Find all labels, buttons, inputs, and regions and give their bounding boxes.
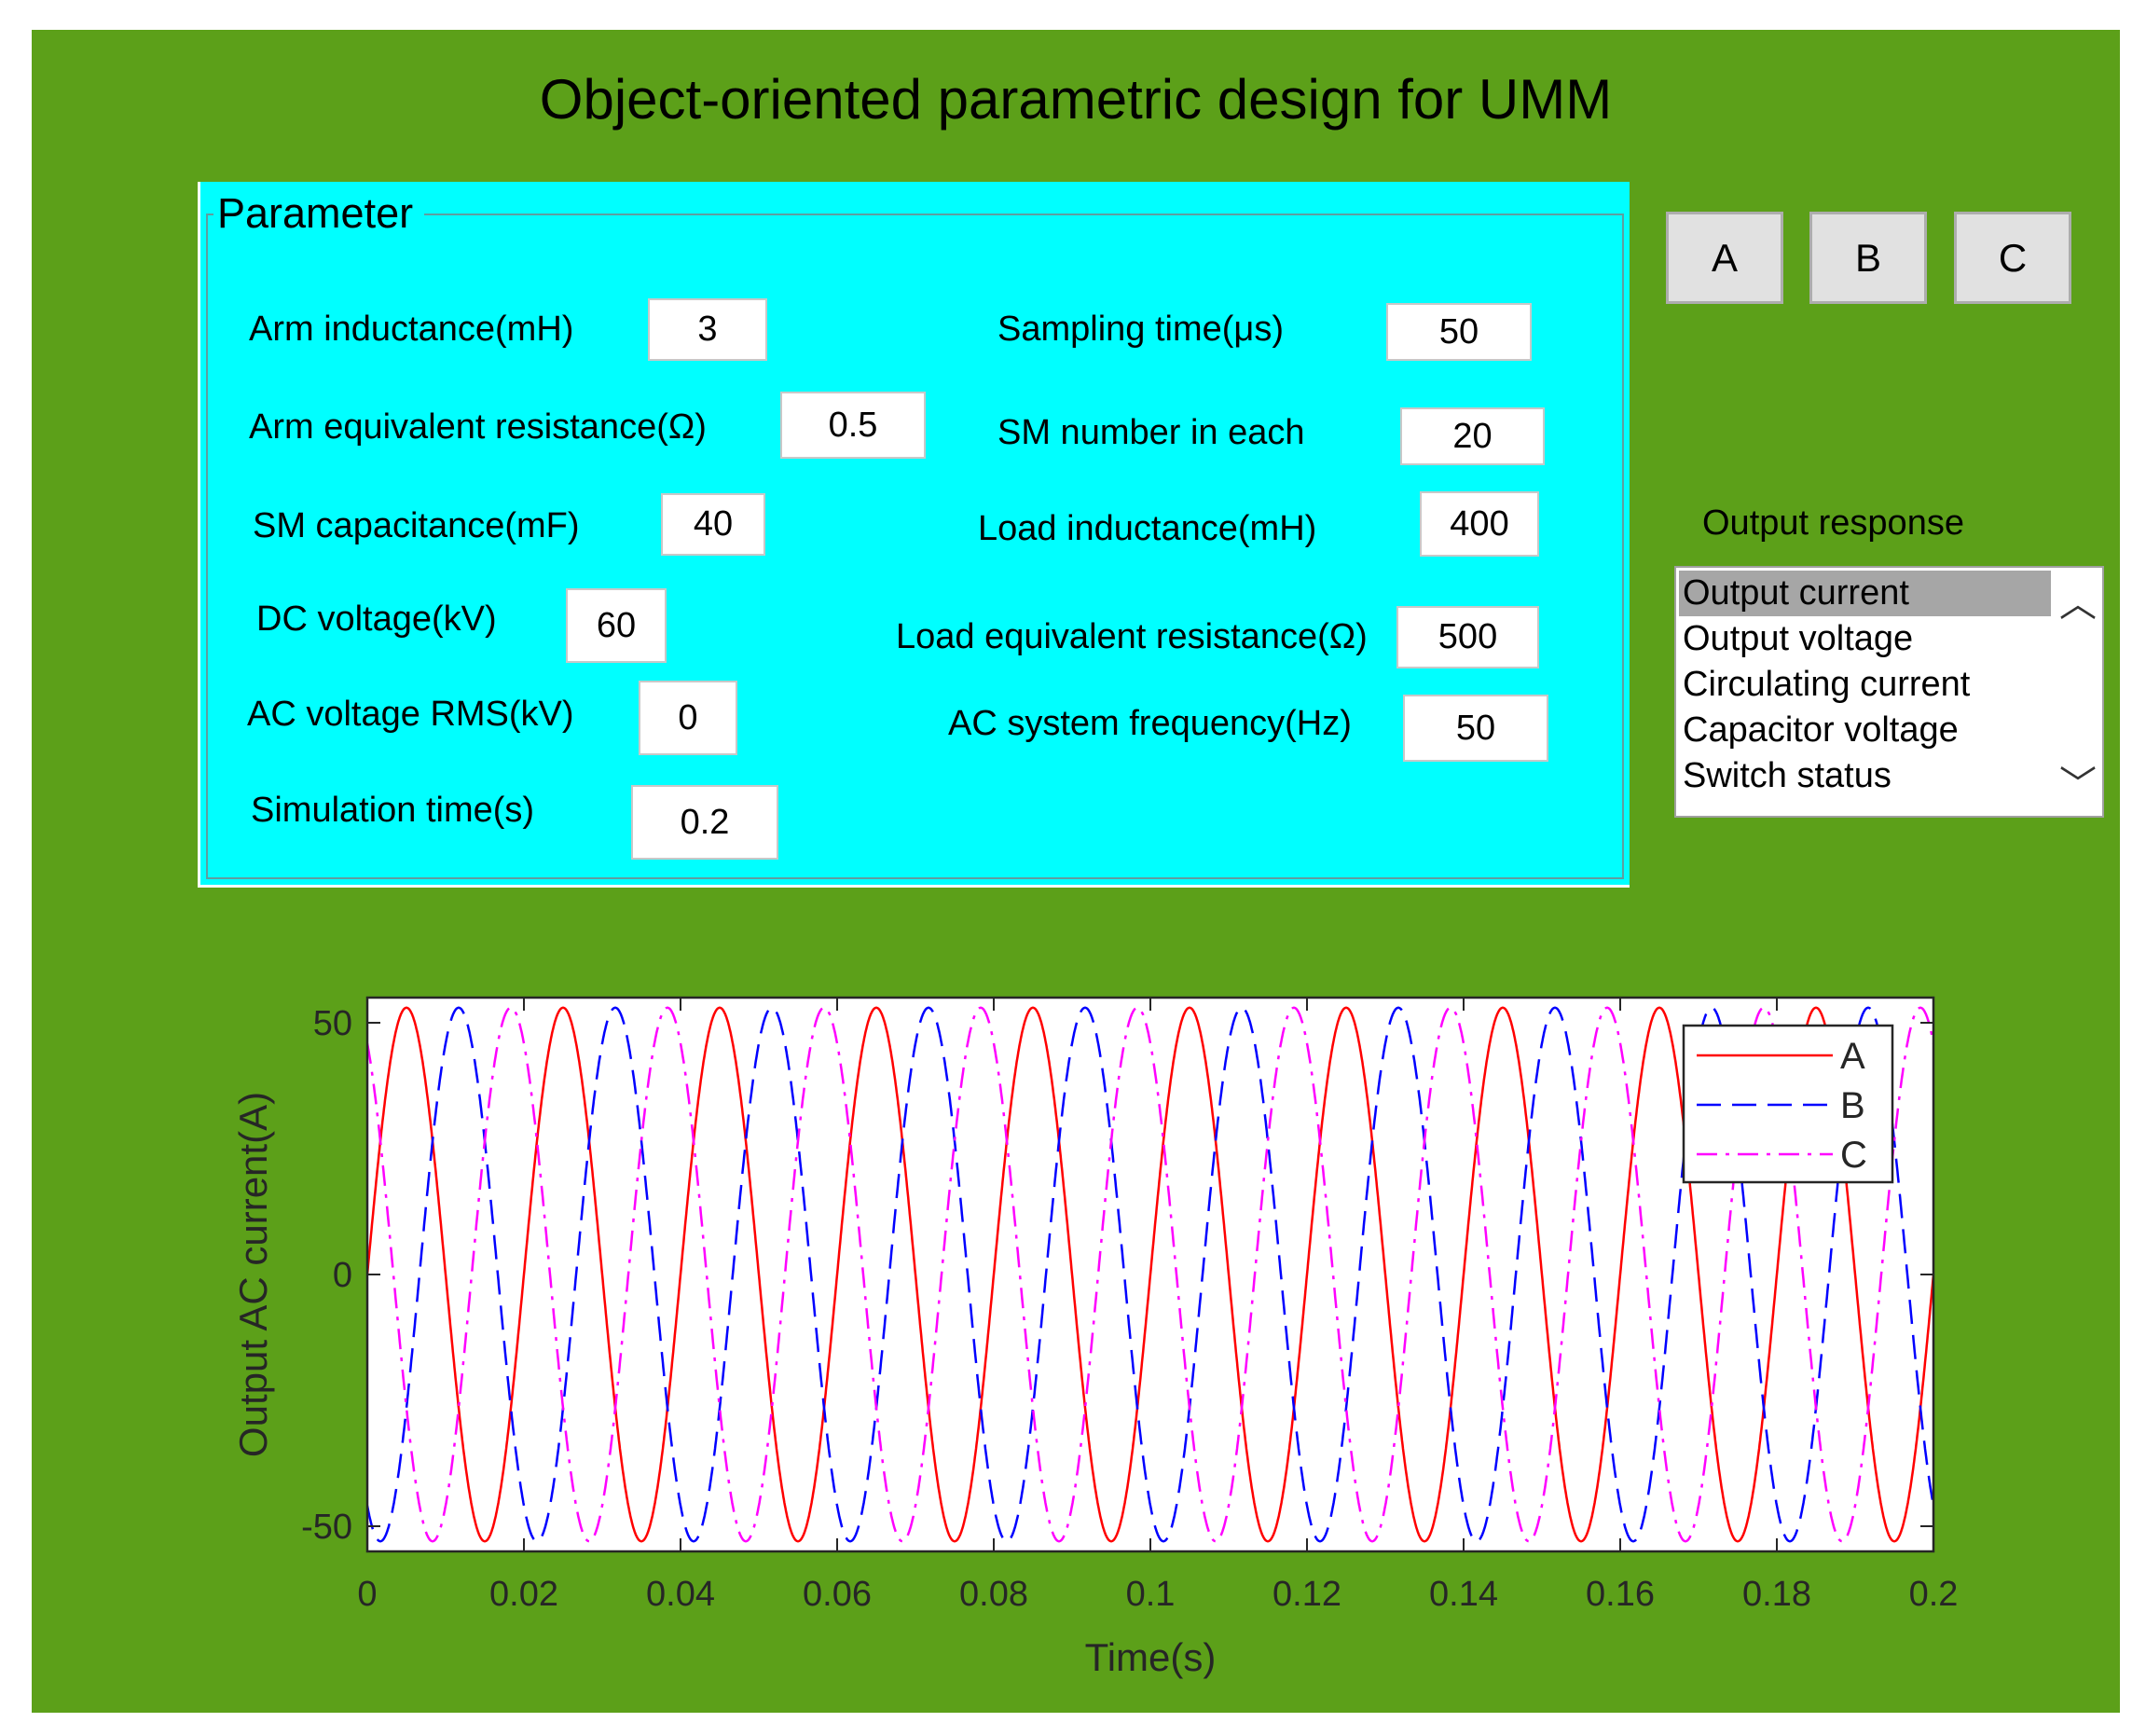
sm-capacitance-field[interactable]: 40 [661,493,765,556]
x-tick-label: 0.14 [1429,1575,1498,1614]
arm-inductance-field[interactable]: 3 [648,298,767,361]
sm-capacitance-label: SM capacitance(mF) [253,506,580,545]
x-tick-label: 0.18 [1742,1575,1811,1614]
x-tick-label: 0.12 [1272,1575,1341,1614]
list-item-output-voltage[interactable]: Output voltage [1683,619,1914,658]
y-tick-label: -50 [301,1508,352,1547]
arm-resistance-field[interactable]: 0.5 [780,392,926,459]
y-tick-label: 50 [313,1004,352,1043]
sampling-time-label: Sampling time(μs) [997,310,1284,349]
legend-label-a: A [1840,1036,1865,1077]
list-item-capacitor-voltage[interactable]: Capacitor voltage [1683,710,1959,750]
simulation-time-field[interactable]: 0.2 [631,785,778,860]
dc-voltage-field[interactable]: 60 [566,588,667,663]
list-item-circulating-current[interactable]: Circulating current [1683,665,1971,704]
window-title: Object-oriented parametric design for UM… [539,68,1613,131]
output-current-chart: 0 0.02 0.04 0.06 0.08 0.1 0.12 0.14 0.16 0.18 0.2 -… [231,996,1959,1679]
chevron-down-icon[interactable]: ﹀ [2059,765,2097,806]
arm-inductance-label: Arm inductance(mH) [249,310,574,349]
series-b-line [367,1006,1933,1543]
x-tick-label: 0.16 [1586,1575,1655,1614]
list-item-output-current[interactable]: Output current [1679,571,2051,616]
x-tick-label: 0.06 [803,1575,872,1614]
simulation-time-label: Simulation time(s) [251,791,535,830]
y-tick-label: 0 [333,1256,352,1295]
phase-a-button[interactable]: A [1666,212,1783,304]
sm-number-label: SM number in each [997,413,1305,452]
ac-voltage-rms-label: AC voltage RMS(kV) [247,695,574,734]
output-response-label: Output response [1702,503,1964,543]
x-tick-label: 0.1 [1126,1575,1176,1614]
sm-number-field[interactable]: 20 [1400,407,1545,465]
load-resistance-label: Load equivalent resistance(Ω) [896,617,1368,656]
parameter-frame [206,214,1624,879]
x-axis-label: Time(s) [1085,1635,1217,1679]
list-scrollbar[interactable]: ︿ ﹀ [2046,568,2102,816]
parameter-panel: Parameter Arm inductance(mH) 3 Arm equiv… [198,182,1630,888]
arm-resistance-label: Arm equivalent resistance(Ω) [249,407,707,447]
list-item-switch-status[interactable]: Switch status [1683,756,1892,795]
x-tick-label: 0.2 [1909,1575,1959,1614]
chevron-up-icon[interactable]: ︿ [2059,584,2097,625]
x-tick-label: 0 [357,1575,377,1614]
ac-frequency-field[interactable]: 50 [1403,695,1548,762]
output-response-list[interactable]: Output current Output voltage Circulatin… [1674,566,2104,818]
x-tick-label: 0.08 [959,1575,1028,1614]
sampling-time-field[interactable]: 50 [1386,303,1532,361]
parameter-legend: Parameter [213,189,425,238]
series-a-line [367,1006,1933,1543]
load-inductance-label: Load inductance(mH) [978,509,1317,548]
load-resistance-field[interactable]: 500 [1396,606,1539,668]
series-c-line [367,1006,1933,1543]
phase-b-button[interactable]: B [1809,212,1927,304]
x-tick-label: 0.04 [646,1575,715,1614]
y-axis-label: Output AC current(A) [231,1092,275,1457]
x-tick-label: 0.02 [489,1575,558,1614]
load-inductance-field[interactable]: 400 [1420,491,1539,557]
legend-label-c: C [1840,1135,1867,1176]
ac-frequency-label: AC system frequency(Hz) [948,704,1352,743]
dc-voltage-label: DC voltage(kV) [256,599,497,639]
legend-label-b: B [1840,1085,1865,1126]
phase-c-button[interactable]: C [1954,212,2071,304]
ac-voltage-rms-field[interactable]: 0 [639,681,737,755]
